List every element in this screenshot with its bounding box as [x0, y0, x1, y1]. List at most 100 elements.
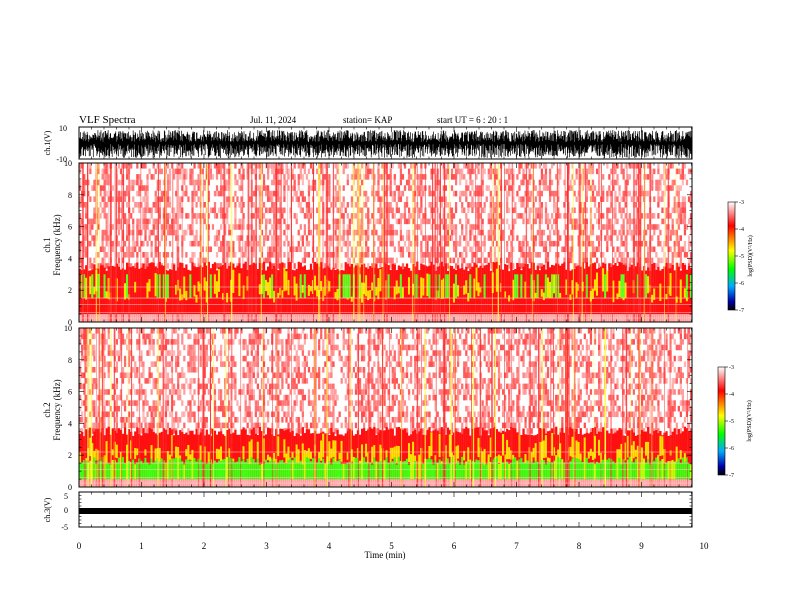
spectrogram-cell [432, 168, 435, 175]
spectrogram-cell [93, 207, 96, 214]
spectrogram-cell [126, 274, 129, 299]
spectrogram-cell [130, 229, 133, 236]
spectrogram-cell [459, 240, 462, 247]
spectrogram-cell [336, 288, 339, 301]
spectrogram-cell [244, 240, 247, 247]
spectrogram-cell [528, 174, 531, 180]
spectrogram-cell [193, 339, 196, 345]
spectrogram-cell [610, 224, 613, 230]
spectrogram-cell [477, 282, 480, 297]
spectrogram-cell [506, 257, 509, 264]
spectrogram-cell [126, 235, 129, 241]
spectrogram-cell [565, 196, 568, 202]
spectrogram-cell [105, 411, 108, 418]
spectrogram-cell [193, 213, 196, 219]
spectrogram-cell [248, 428, 251, 434]
spectrogram-cell [606, 246, 609, 253]
spectrogram-cell [653, 196, 656, 202]
spectrogram-cell [489, 257, 492, 264]
spectrogram-cell [89, 328, 92, 334]
spectrogram-cell [189, 274, 192, 299]
spectrogram-cell [591, 179, 595, 186]
spectrogram-cell [493, 252, 497, 258]
spectrogram-cell [97, 394, 100, 401]
spectrogram-cell [293, 246, 296, 253]
spectrogram-cell [291, 252, 294, 258]
spectrogram-cell [430, 252, 433, 258]
spectrogram-cell [79, 383, 82, 390]
spectrogram-cell [219, 174, 223, 180]
spectrogram-cell [172, 264, 176, 322]
spectrogram-cell [485, 196, 488, 202]
spectrogram-cell [367, 207, 370, 214]
spectrogram-cell [457, 163, 460, 169]
spectrogram-cell [573, 179, 576, 186]
spectrogram-cell [483, 246, 486, 253]
spectrogram-cell [371, 252, 374, 258]
spectrogram-cell [158, 422, 161, 429]
spectrogram-cell [207, 168, 210, 175]
spectrogram-cell [277, 240, 280, 247]
spectrogram-cell [401, 252, 405, 258]
spectrogram-cell [330, 240, 333, 247]
spectrogram-cell [222, 333, 225, 340]
spectrogram-cell [389, 269, 392, 322]
spectrogram-cell [258, 202, 262, 208]
spectrogram-cell [81, 163, 84, 169]
spectrogram-cell [440, 196, 443, 202]
spectrogram-cell [187, 361, 190, 367]
spectrogram-cell [295, 190, 298, 197]
spectrogram-cell [146, 263, 149, 269]
spectrogram-cell [377, 207, 380, 214]
spectrogram-cell [336, 168, 339, 175]
spectrogram-cell [461, 263, 464, 269]
spectrogram-cell [489, 229, 492, 236]
spectrogram-cell [107, 417, 110, 423]
spectrogram-cell [551, 240, 554, 247]
spectrogram-cell [307, 196, 311, 202]
spectrogram-cell [405, 263, 409, 322]
spectrogram-cell [471, 185, 474, 191]
spectrogram-cell [160, 350, 163, 356]
spectrogram-cell [107, 389, 110, 395]
spectrogram-cell [530, 274, 533, 299]
spectrogram-cell [132, 355, 135, 362]
spectrogram-cell [197, 179, 200, 186]
spectrogram-cell [234, 462, 237, 479]
spectrogram-cell [89, 339, 92, 345]
spectrogram-cell [279, 240, 282, 247]
spectrogram-cell [381, 267, 384, 322]
spectrogram-cell [150, 174, 153, 180]
spectrogram-cell [489, 174, 492, 180]
spectrogram-cell [657, 202, 660, 208]
spectrogram-cell [152, 174, 155, 180]
spectrogram-cell [232, 339, 235, 345]
spectrogram-cell [252, 168, 255, 175]
spectrogram-cell [532, 218, 535, 225]
spectrogram-cell [281, 168, 284, 175]
spectrogram-cell [593, 252, 597, 258]
spectrogram-cell [350, 218, 353, 225]
spectrogram-cell [207, 224, 210, 230]
spectrogram-cell [179, 372, 182, 379]
spectrogram-cell [497, 224, 501, 230]
spectrogram-cell [583, 168, 586, 175]
spectrogram-cell [130, 252, 133, 258]
spectrogram-cell [428, 190, 431, 197]
spectrogram-cell [177, 355, 180, 362]
spectrogram-cell [645, 213, 648, 219]
spectrogram-cell [673, 207, 676, 214]
spectrogram-cell [162, 190, 166, 197]
spectrogram-cell [348, 229, 351, 236]
spectrogram-cell [130, 263, 133, 269]
spectrogram-cell [301, 257, 304, 264]
spectrogram-cell [534, 292, 537, 298]
spectrogram-cell [342, 274, 345, 299]
spectrogram-cell [117, 218, 121, 225]
spectrogram-cell [299, 190, 302, 197]
spectrogram-cell [555, 274, 558, 299]
spectrogram-cell [487, 168, 490, 175]
spectrogram-cell [508, 224, 511, 230]
spectrogram-cell [191, 449, 194, 463]
spectrogram-cell [240, 174, 243, 180]
